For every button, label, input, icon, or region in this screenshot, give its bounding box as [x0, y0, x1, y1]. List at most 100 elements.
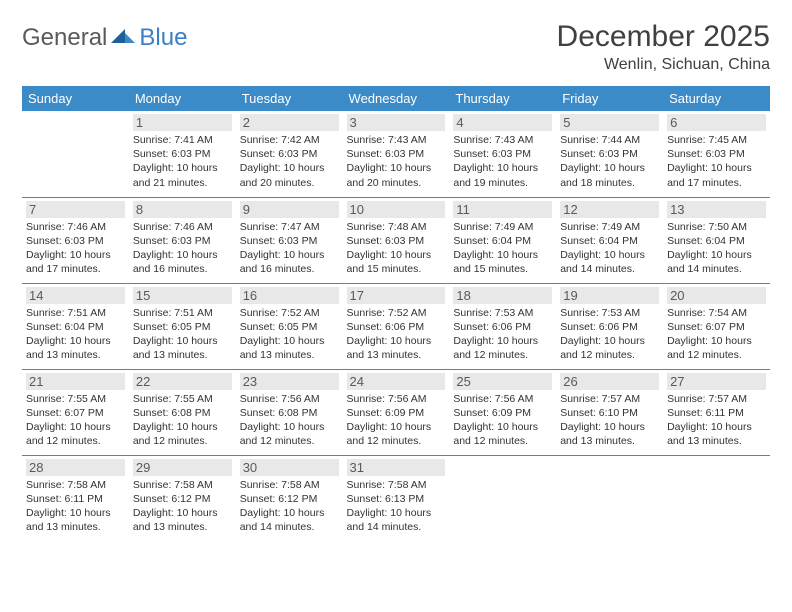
day-number: 10: [347, 201, 446, 218]
day-info: Sunrise: 7:52 AMSunset: 6:06 PMDaylight:…: [347, 306, 446, 363]
daylight-text: Daylight: 10 hours and 20 minutes.: [347, 161, 446, 189]
sunset-text: Sunset: 6:03 PM: [667, 147, 766, 161]
day-number: 17: [347, 287, 446, 304]
sunrise-text: Sunrise: 7:56 AM: [347, 392, 446, 406]
daylight-text: Daylight: 10 hours and 13 minutes.: [560, 420, 659, 448]
day-info: Sunrise: 7:50 AMSunset: 6:04 PMDaylight:…: [667, 220, 766, 277]
weekday-header: Tuesday: [236, 86, 343, 111]
logo-text-general: General: [22, 24, 107, 52]
sunrise-text: Sunrise: 7:55 AM: [133, 392, 232, 406]
sunset-text: Sunset: 6:03 PM: [347, 234, 446, 248]
sunrise-text: Sunrise: 7:58 AM: [347, 478, 446, 492]
sunrise-text: Sunrise: 7:51 AM: [133, 306, 232, 320]
calendar-day-cell: 30Sunrise: 7:58 AMSunset: 6:12 PMDayligh…: [236, 455, 343, 541]
weekday-header: Monday: [129, 86, 236, 111]
sunrise-text: Sunrise: 7:58 AM: [26, 478, 125, 492]
daylight-text: Daylight: 10 hours and 12 minutes.: [667, 334, 766, 362]
day-info: Sunrise: 7:55 AMSunset: 6:08 PMDaylight:…: [133, 392, 232, 449]
day-number: 11: [453, 201, 552, 218]
daylight-text: Daylight: 10 hours and 12 minutes.: [240, 420, 339, 448]
daylight-text: Daylight: 10 hours and 13 minutes.: [26, 334, 125, 362]
sunset-text: Sunset: 6:11 PM: [667, 406, 766, 420]
day-info: Sunrise: 7:41 AMSunset: 6:03 PMDaylight:…: [133, 133, 232, 190]
day-number: 3: [347, 114, 446, 131]
weekday-header: Sunday: [22, 86, 129, 111]
calendar-week-row: 1Sunrise: 7:41 AMSunset: 6:03 PMDaylight…: [22, 111, 770, 197]
sunset-text: Sunset: 6:08 PM: [240, 406, 339, 420]
sunrise-text: Sunrise: 7:41 AM: [133, 133, 232, 147]
day-info: Sunrise: 7:54 AMSunset: 6:07 PMDaylight:…: [667, 306, 766, 363]
day-info: Sunrise: 7:58 AMSunset: 6:12 PMDaylight:…: [133, 478, 232, 535]
calendar-day-cell: 10 Sunrise: 7:48 AMSunset: 6:03 PMDayligh…: [343, 197, 450, 283]
sunset-text: Sunset: 6:13 PM: [347, 492, 446, 506]
weekday-header: Thursday: [449, 86, 556, 111]
day-info: Sunrise: 7:55 AMSunset: 6:07 PMDaylight:…: [26, 392, 125, 449]
calendar-day-cell: 15Sunrise: 7:51 AMSunset: 6:05 PMDayligh…: [129, 283, 236, 369]
day-number: 27: [667, 373, 766, 390]
calendar-day-cell: [22, 111, 129, 197]
sunrise-text: Sunrise: 7:47 AM: [240, 220, 339, 234]
day-number: 29: [133, 459, 232, 476]
sunrise-text: Sunrise: 7:43 AM: [453, 133, 552, 147]
daylight-text: Daylight: 10 hours and 18 minutes.: [560, 161, 659, 189]
weekday-header: Saturday: [663, 86, 770, 111]
sunrise-text: Sunrise: 7:55 AM: [26, 392, 125, 406]
calendar-day-cell: 1 Sunrise: 7:41 AMSunset: 6:03 PMDaylight…: [129, 111, 236, 197]
logo: General Blue: [22, 24, 187, 52]
sunset-text: Sunset: 6:03 PM: [347, 147, 446, 161]
day-number: 31: [347, 459, 446, 476]
sunset-text: Sunset: 6:03 PM: [453, 147, 552, 161]
daylight-text: Daylight: 10 hours and 15 minutes.: [347, 248, 446, 276]
calendar-day-cell: 23 Sunrise: 7:56 AMSunset: 6:08 PMDayligh…: [236, 369, 343, 455]
day-info: Sunrise: 7:45 AMSunset: 6:03 PMDaylight:…: [667, 133, 766, 190]
sunrise-text: Sunrise: 7:43 AM: [347, 133, 446, 147]
calendar-day-cell: 16Sunrise: 7:52 AMSunset: 6:05 PMDayligh…: [236, 283, 343, 369]
daylight-text: Daylight: 10 hours and 13 minutes.: [240, 334, 339, 362]
calendar-body: 1Sunrise: 7:41 AMSunset: 6:03 PMDaylight…: [22, 111, 770, 541]
sunset-text: Sunset: 6:04 PM: [26, 320, 125, 334]
sunrise-text: Sunrise: 7:54 AM: [667, 306, 766, 320]
sunrise-text: Sunrise: 7:57 AM: [667, 392, 766, 406]
calendar-day-cell: [663, 455, 770, 541]
daylight-text: Daylight: 10 hours and 12 minutes.: [347, 420, 446, 448]
calendar-week-row: 21Sunrise: 7:55 AMSunset: 6:07 PMDayligh…: [22, 369, 770, 455]
day-info: Sunrise: 7:58 AMSunset: 6:11 PMDaylight:…: [26, 478, 125, 535]
day-number: 19: [560, 287, 659, 304]
sunset-text: Sunset: 6:03 PM: [133, 147, 232, 161]
day-info: Sunrise: 7:56 AMSunset: 6:08 PMDaylight:…: [240, 392, 339, 449]
calendar-day-cell: 27 Sunrise: 7:57 AMSunset: 6:11 PMDayligh…: [663, 369, 770, 455]
calendar-day-cell: 28Sunrise: 7:58 AMSunset: 6:11 PMDayligh…: [22, 455, 129, 541]
calendar-day-cell: 24Sunrise: 7:56 AMSunset: 6:09 PMDayligh…: [343, 369, 450, 455]
sunset-text: Sunset: 6:05 PM: [133, 320, 232, 334]
sunset-text: Sunset: 6:07 PM: [667, 320, 766, 334]
day-info: Sunrise: 7:46 AMSunset: 6:03 PMDaylight:…: [133, 220, 232, 277]
sunrise-text: Sunrise: 7:56 AM: [453, 392, 552, 406]
day-info: Sunrise: 7:56 AMSunset: 6:09 PMDaylight:…: [453, 392, 552, 449]
day-number: 26: [560, 373, 659, 390]
sunrise-text: Sunrise: 7:45 AM: [667, 133, 766, 147]
sunset-text: Sunset: 6:04 PM: [560, 234, 659, 248]
calendar-day-cell: 21Sunrise: 7:55 AMSunset: 6:07 PMDayligh…: [22, 369, 129, 455]
daylight-text: Daylight: 10 hours and 12 minutes.: [133, 420, 232, 448]
day-info: Sunrise: 7:57 AMSunset: 6:10 PMDaylight:…: [560, 392, 659, 449]
day-info: Sunrise: 7:43 AMSunset: 6:03 PMDaylight:…: [453, 133, 552, 190]
daylight-text: Daylight: 10 hours and 16 minutes.: [133, 248, 232, 276]
day-number: 23: [240, 373, 339, 390]
day-number: 1: [133, 114, 232, 131]
sunrise-text: Sunrise: 7:42 AM: [240, 133, 339, 147]
calendar-day-cell: 3 Sunrise: 7:43 AMSunset: 6:03 PMDaylight…: [343, 111, 450, 197]
day-number: 9: [240, 201, 339, 218]
calendar-day-cell: 20 Sunrise: 7:54 AMSunset: 6:07 PMDayligh…: [663, 283, 770, 369]
daylight-text: Daylight: 10 hours and 16 minutes.: [240, 248, 339, 276]
header: General Blue December 2025 Wenlin, Sichu…: [22, 20, 770, 74]
day-number: 20: [667, 287, 766, 304]
location-text: Wenlin, Sichuan, China: [557, 56, 770, 74]
daylight-text: Daylight: 10 hours and 14 minutes.: [347, 506, 446, 534]
weekday-header: Friday: [556, 86, 663, 111]
sunrise-text: Sunrise: 7:48 AM: [347, 220, 446, 234]
day-number: 13: [667, 201, 766, 218]
calendar-day-cell: 7Sunrise: 7:46 AMSunset: 6:03 PMDaylight…: [22, 197, 129, 283]
daylight-text: Daylight: 10 hours and 14 minutes.: [240, 506, 339, 534]
day-info: Sunrise: 7:57 AMSunset: 6:11 PMDaylight:…: [667, 392, 766, 449]
sunrise-text: Sunrise: 7:52 AM: [240, 306, 339, 320]
